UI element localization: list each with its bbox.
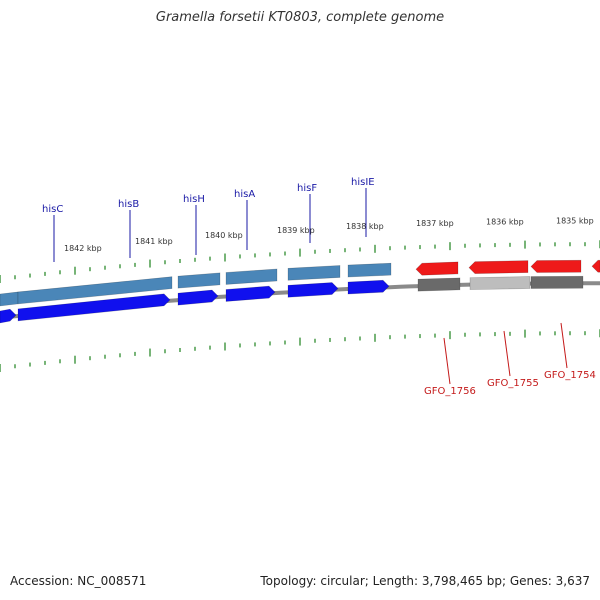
- forward-cds-block: [287, 265, 341, 281]
- kbp-label: 1839 kbp: [277, 226, 315, 235]
- forward-gene-arrow: [177, 289, 219, 306]
- forward-gene-arrow: [287, 282, 339, 298]
- reverse-cds-block: [469, 276, 531, 290]
- forward-cds-block: [177, 272, 221, 289]
- forward-cds-block: [225, 268, 278, 285]
- gene-label-hisb: hisB: [118, 199, 139, 210]
- kbp-label: 1837 kbp: [416, 219, 454, 228]
- gene-label-hisc: hisC: [42, 204, 63, 215]
- reverse-gene-arrow: [530, 259, 582, 273]
- reverse-gene-arrow: [591, 259, 600, 273]
- gene-label-gfo_1755: GFO_1755: [487, 378, 539, 389]
- kbp-label: 1835 kbp: [556, 216, 594, 225]
- inner-tick-ring: [0, 329, 600, 372]
- accession-text: Accession: NC_008571: [10, 574, 147, 588]
- gene-label-gfo_1754: GFO_1754: [544, 370, 596, 381]
- forward-cds-block: [347, 262, 392, 278]
- kbp-labels: 1842 kbp 1841 kbp 1840 kbp 1839 kbp 1838 kbp…: [64, 216, 594, 253]
- gene-label-hisa: hisA: [234, 189, 255, 200]
- kbp-label: 1838 kbp: [346, 222, 384, 231]
- forward-gene-arrow: [225, 285, 276, 302]
- reverse-gene-arrow: [468, 260, 529, 274]
- reverse-gene-arrow: [415, 261, 459, 276]
- forward-cds-block: [17, 276, 173, 305]
- gene-label-hisie: hisIE: [351, 177, 375, 188]
- forward-gene-arrow: [0, 308, 17, 324]
- reverse-cds-block: [530, 275, 584, 289]
- outer-tick-ring: [0, 240, 600, 283]
- kbp-label: 1840 kbp: [205, 231, 243, 240]
- forward-gene-arrow: [347, 279, 390, 295]
- gene-leader-line: [443, 337, 451, 385]
- gene-leader-line: [560, 322, 568, 369]
- gene-label-hisf: hisF: [297, 183, 317, 194]
- feature-tracks: [0, 259, 600, 324]
- forward-cds-block: [0, 291, 19, 307]
- gene-label-gfo_1756: GFO_1756: [424, 386, 476, 397]
- kbp-label: 1841 kbp: [135, 237, 173, 246]
- forward-gene-arrow: [17, 293, 171, 322]
- genome-info-text: Topology: circular; Length: 3,798,465 bp…: [260, 574, 590, 588]
- map-title: Gramella forsetii KT0803, complete genom…: [155, 10, 445, 25]
- kbp-label: 1842 kbp: [64, 244, 102, 253]
- gene-label-hish: hisH: [183, 194, 205, 205]
- gene-leader-line: [503, 330, 511, 377]
- gene-labels: hisC hisB hisH hisA hisF hisIE GFO_1756 GFO_175…: [42, 177, 596, 397]
- reverse-cds-block: [417, 277, 461, 292]
- kbp-label: 1836 kbp: [486, 217, 524, 226]
